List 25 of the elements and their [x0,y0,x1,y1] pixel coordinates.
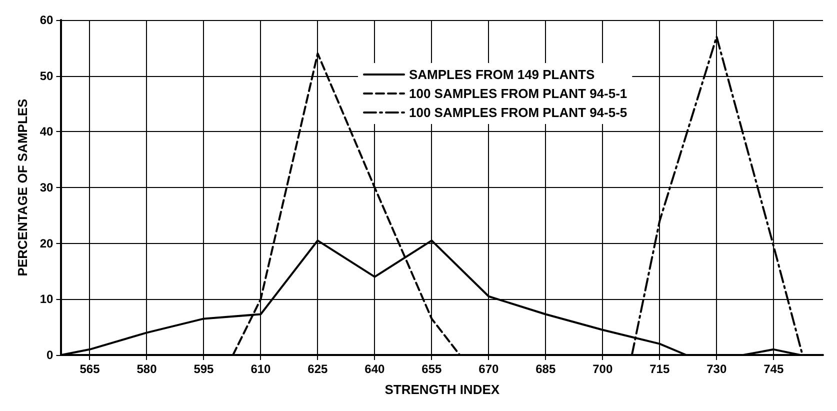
x-tick-label: 670 [478,362,499,376]
y-tick-label: 10 [40,292,54,306]
legend-label: 100 SAMPLES FROM PLANT 94-5-1 [409,86,628,101]
y-tick-label: 0 [46,348,54,362]
y-tick-label: 40 [40,124,54,139]
x-tick-label: 715 [650,362,670,376]
x-tick-label: 700 [592,362,613,376]
x-tick-label: 745 [764,362,784,376]
x-tick-label: 640 [364,362,386,376]
y-tick-label: 50 [40,68,54,83]
x-tick-label: 595 [194,362,214,376]
legend-label: SAMPLES FROM 149 PLANTS [409,67,595,82]
x-tick-label: 730 [706,362,727,376]
y-tick-label: 60 [40,13,54,27]
x-axis-title: STRENGTH INDEX [384,382,500,397]
legend-label: 100 SAMPLES FROM PLANT 94-5-5 [409,105,628,120]
x-tick-label: 685 [536,362,556,376]
y-tick-label: 30 [40,180,54,194]
x-tick-label: 580 [136,362,158,376]
x-tick-label: 610 [250,362,272,376]
y-tick-label: 20 [40,236,54,250]
y-axis-title: PERCENTAGE OF SAMPLES [15,98,30,276]
x-tick-label: 565 [80,362,100,376]
x-tick-label: 655 [422,362,442,376]
x-tick-label: 625 [308,362,328,376]
